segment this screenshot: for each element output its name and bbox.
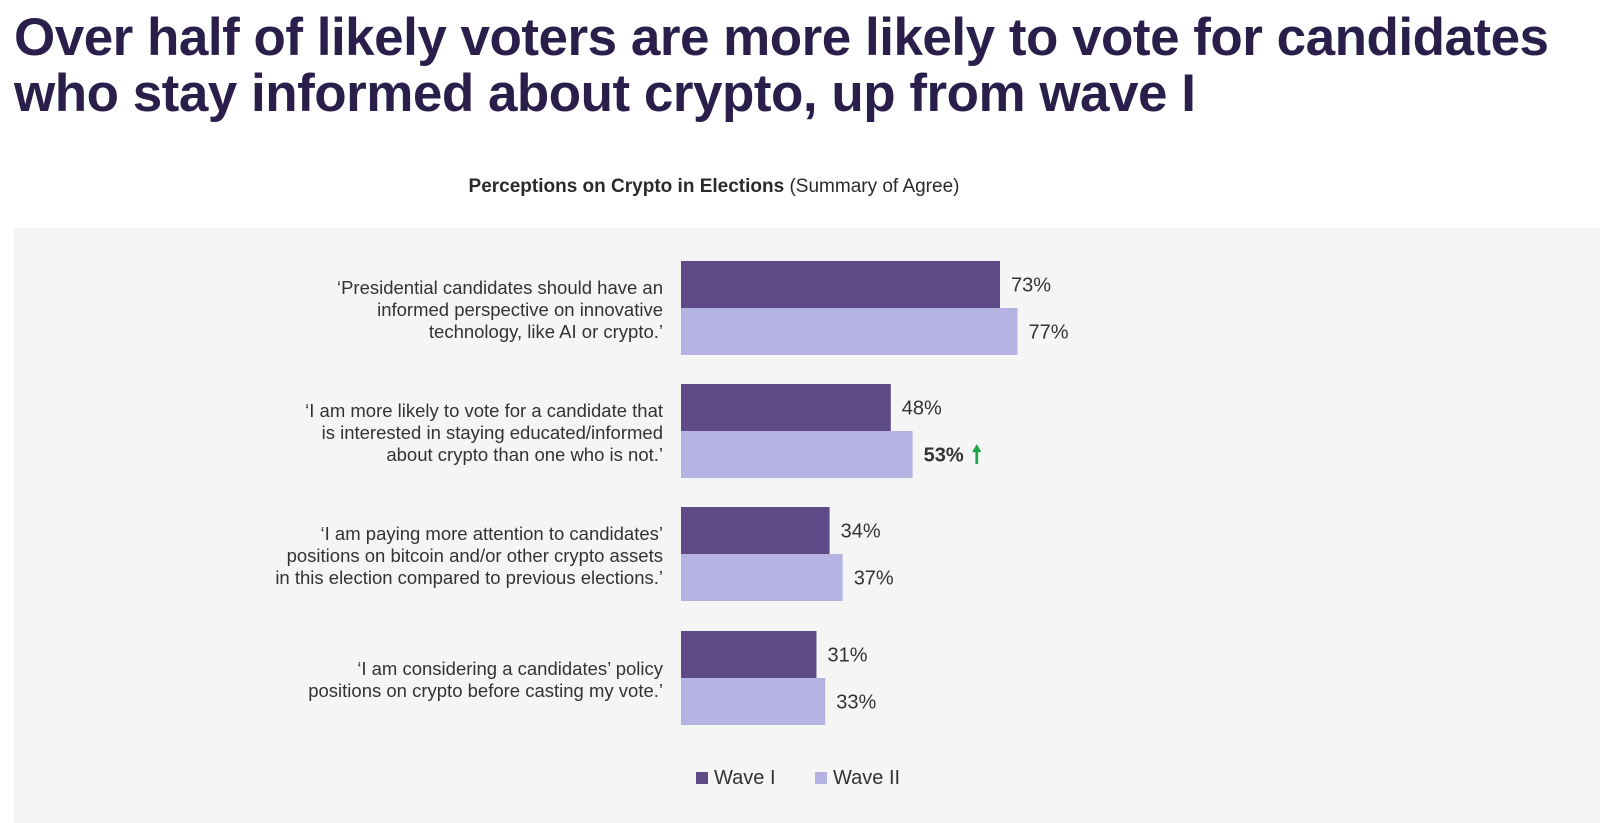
category-label-line: informed perspective on innovative (377, 299, 663, 320)
category-label-1: ‘Presidential candidates should have an i… (163, 277, 663, 343)
chart-title-main: Perceptions on Crypto in Elections (468, 176, 785, 197)
category-label-line: positions on bitcoin and/or other crypto… (286, 545, 663, 566)
legend-swatch-wave-1 (696, 772, 708, 784)
chart-title: Perceptions on Crypto in Elections (Summ… (0, 176, 1428, 198)
data-label-wave-2-4: 33% (836, 692, 876, 714)
legend-label-wave-2: Wave II (833, 766, 901, 789)
data-label-wave-1-3: 34% (841, 521, 881, 543)
data-label-wave-1-2: 48% (902, 398, 942, 420)
category-label-line: positions on crypto before casting my vo… (308, 680, 663, 701)
bar-wave-1-1 (681, 261, 1001, 308)
category-label-line: in this election compared to previous el… (275, 567, 663, 588)
data-label-wave-1-1: 73% (1011, 275, 1051, 297)
data-label-wave-2-1: 77% (1028, 322, 1068, 344)
up-arrow-icon: 🠕 (972, 441, 982, 469)
category-label-2: ‘I am more likely to vote for a candidat… (163, 400, 663, 466)
category-label-3: ‘I am paying more attention to candidate… (163, 523, 663, 589)
category-label-line: ‘I am paying more attention to candidate… (320, 523, 663, 544)
category-label-line: ‘Presidential candidates should have an (336, 277, 663, 298)
data-label-wave-2-3: 37% (854, 568, 894, 590)
category-label-line: ‘I am more likely to vote for a candidat… (305, 400, 663, 421)
bar-wave-1-2 (681, 384, 891, 431)
category-label-line: is interested in staying educated/inform… (321, 422, 663, 443)
legend-item-wave-1: Wave I (696, 766, 776, 790)
chart-title-subtitle: (Summary of Agree) (789, 176, 960, 197)
bar-wave-1-3 (681, 507, 830, 554)
legend-label-wave-1: Wave I (714, 766, 776, 789)
bar-wave-2-3 (681, 554, 843, 601)
legend-swatch-wave-2 (815, 772, 827, 784)
data-label-wave-1-4: 31% (827, 645, 867, 667)
category-label-line: technology, like AI or crypto.’ (428, 321, 663, 342)
bar-wave-1-4 (681, 631, 817, 678)
category-label-line: about crypto than one who is not.’ (386, 444, 663, 465)
page-headline: Over half of likely voters are more like… (14, 8, 1549, 123)
category-label-4: ‘I am considering a candidates’ policy po… (163, 658, 663, 702)
bar-wave-2-1 (681, 308, 1018, 355)
bar-wave-2-4 (681, 678, 826, 725)
category-label-line: ‘I am considering a candidates’ policy (357, 658, 663, 679)
data-label-wave-2-2: 53% (924, 445, 964, 467)
bar-wave-2-2 (681, 431, 913, 478)
legend-item-wave-2: Wave II (815, 766, 900, 790)
